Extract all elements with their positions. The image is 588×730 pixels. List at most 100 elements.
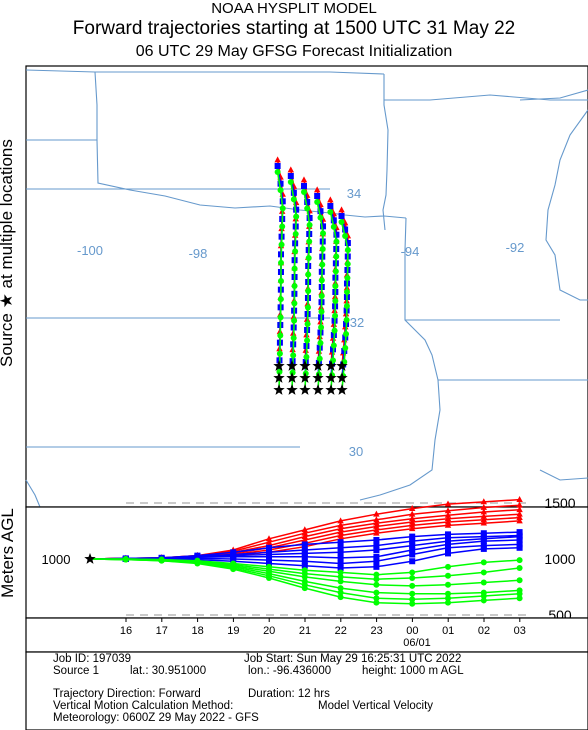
date-label: 06/01 <box>403 637 431 649</box>
trajectory-marker <box>332 312 339 319</box>
trajectory-marker <box>480 508 487 515</box>
trajectory-marker <box>480 542 487 549</box>
map-panel: -100 -98 -94 -92 34 32 30 <box>25 65 588 508</box>
mo-ar-border <box>384 94 588 101</box>
chart-subtitle: 06 UTC 29 May GFSG Forecast Initializati… <box>135 43 453 60</box>
trajectory-marker <box>230 566 237 573</box>
source-star <box>299 360 311 371</box>
source-star <box>336 384 348 395</box>
job-start: Job Start: Sun May 29 16:25:31 UTC 2022 <box>244 653 462 665</box>
mississippi-river-border <box>545 109 588 301</box>
trajectory-marker <box>409 551 416 558</box>
trajectory-marker <box>516 529 523 536</box>
trajectory-marker <box>373 553 380 560</box>
trajectory-marker <box>444 521 452 528</box>
trajectory-marker <box>409 505 416 511</box>
trajectory-marker <box>445 550 451 557</box>
time-tick-label: 23 <box>370 625 382 637</box>
height-tick-label: 1000 <box>544 551 575 567</box>
trajectory-marker <box>320 230 327 237</box>
trajectory-marker <box>373 526 380 533</box>
trajectory-marker <box>373 529 380 536</box>
source-star <box>273 372 285 383</box>
trajectory-marker <box>320 223 327 230</box>
trajectory-marker <box>445 541 451 548</box>
trajectory-marker <box>301 536 308 543</box>
trajectory-marker <box>304 304 311 311</box>
source-star <box>325 372 337 383</box>
trajectory-marker <box>301 533 308 539</box>
trajectory-marker <box>303 354 310 360</box>
source-star <box>286 360 298 371</box>
trajectory-marker <box>318 308 325 315</box>
trajectory-marker <box>409 521 416 528</box>
trajectory-marker <box>409 533 416 540</box>
trajectory-marker <box>291 300 298 307</box>
trajectory-marker <box>445 599 451 606</box>
trajectory-marker <box>158 557 165 564</box>
map-labels: -100 -98 -94 -92 34 32 30 <box>77 186 524 459</box>
trajectory-marker <box>276 368 283 375</box>
source-star <box>273 384 285 395</box>
time-tick-label: 00 <box>406 625 418 637</box>
trajectory-marker <box>287 179 294 185</box>
trajectory-marker <box>373 581 380 588</box>
trajectory-marker <box>373 589 380 596</box>
coast-west <box>25 479 41 508</box>
time-axis-frame <box>25 617 588 653</box>
trajectory-marker <box>305 288 312 294</box>
trajectory-marker <box>305 271 312 278</box>
height-source-star <box>84 553 96 564</box>
trajectory-marker <box>304 337 311 344</box>
trajectory-marker <box>516 533 523 540</box>
trajectory-marker <box>337 517 344 524</box>
trajectory-marker <box>480 597 487 604</box>
trajectory-marker <box>409 590 416 597</box>
trajectory-marker <box>480 519 487 526</box>
trajectory-marker <box>300 183 307 189</box>
trajectory-marker <box>480 592 487 599</box>
trajectory-marker <box>330 342 337 349</box>
trajectory-marker <box>274 156 281 163</box>
trajectory-marker <box>266 544 272 551</box>
trajectory-marker <box>277 296 284 303</box>
source-star <box>299 384 311 395</box>
trajectory-marker <box>409 538 416 545</box>
trajectory-marker <box>290 189 297 196</box>
trajectory-marker <box>319 246 326 252</box>
trajectory-marker <box>291 265 298 272</box>
trajectory-marker <box>373 563 380 570</box>
trajectory-marker <box>480 545 487 552</box>
trajectory-marker <box>290 352 297 359</box>
trajectory-marker <box>373 536 380 543</box>
trajectory-marker <box>373 576 380 583</box>
state-border-ks-ok <box>25 69 385 75</box>
trajectory-marker <box>304 205 311 212</box>
trajectory-marker <box>516 513 523 520</box>
trajectory-marker <box>337 521 344 528</box>
trajectory-marker <box>293 213 300 220</box>
height-gridlines <box>126 502 528 616</box>
longitude-label: -100 <box>77 243 103 258</box>
trajectory-marker <box>266 575 272 582</box>
trajectory-marker <box>445 581 451 588</box>
trajectory-marker <box>291 283 298 289</box>
trajectory-marker <box>373 516 380 523</box>
trajectory-marker <box>306 222 313 228</box>
trajectory-marker <box>317 340 324 346</box>
trajectory-marker <box>319 261 326 268</box>
trajectory-marker <box>373 547 380 554</box>
trajectory-marker <box>289 369 296 376</box>
trajectory-marker <box>304 321 311 327</box>
trajectory-marker <box>279 205 286 212</box>
north-east-border <box>519 89 588 101</box>
trajectory-marker <box>279 223 286 230</box>
trajectory-marker <box>301 529 308 536</box>
trajectory-marker <box>344 247 351 253</box>
trajectory-marker <box>301 553 308 560</box>
latitude-label: 32 <box>350 315 364 330</box>
trajectory-marker <box>332 283 339 290</box>
trajectory-marker <box>317 208 324 215</box>
trajectory-marker <box>278 241 285 248</box>
